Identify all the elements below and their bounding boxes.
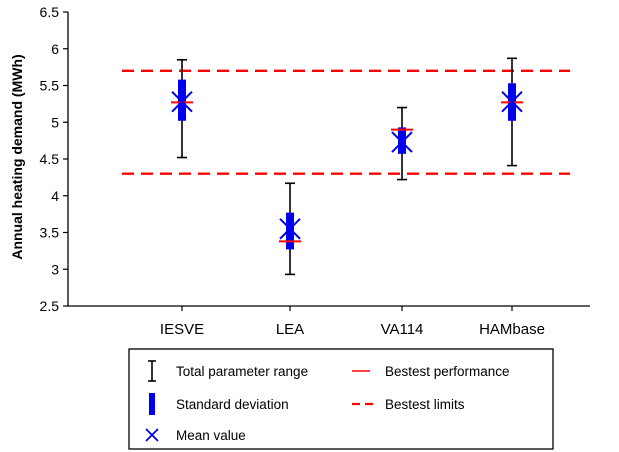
x-category-label: HAMbase bbox=[479, 321, 545, 338]
legend: Total parameter range Bestest performance… bbox=[128, 348, 554, 450]
legend-box bbox=[128, 348, 554, 450]
y-axis-title: Annual heating demand (MWh) bbox=[9, 54, 25, 259]
y-tick-label: 3 bbox=[51, 261, 59, 277]
y-tick-label: 6.5 bbox=[40, 4, 60, 20]
y-tick-label: 4 bbox=[51, 188, 59, 204]
mean-marker-stroke-2 bbox=[391, 131, 413, 153]
y-tick-label: 3.5 bbox=[40, 225, 60, 241]
legend-symbol-mean bbox=[145, 428, 159, 442]
legend-item-std: Standard deviation bbox=[149, 393, 289, 415]
std-deviation-bar bbox=[178, 79, 186, 121]
plot-area: 2.5 3 3.5 4 4.5 5 5.5 6 6.5 Annual heating demand… bbox=[9, 4, 590, 338]
legend-item-range: Total parameter range bbox=[148, 360, 308, 382]
category-marker-lea bbox=[279, 182, 301, 276]
legend-label-limits: Bestest limits bbox=[385, 397, 465, 412]
legend-label-std: Standard deviation bbox=[176, 397, 289, 412]
mean-marker-stroke-2 bbox=[171, 90, 193, 113]
legend-label-performance: Bestest performance bbox=[385, 364, 510, 379]
category-marker-iesve bbox=[171, 58, 193, 159]
mean-marker-stroke-2 bbox=[279, 218, 301, 240]
legend-symbol-std bbox=[149, 393, 155, 415]
std-deviation-bar bbox=[398, 127, 406, 154]
x-category-label: VA114 bbox=[381, 321, 424, 338]
legend-label-mean: Mean value bbox=[176, 428, 246, 443]
category-marker-hambase bbox=[501, 57, 523, 167]
mean-marker-stroke-2 bbox=[501, 90, 523, 113]
legend-item-limits: Bestest limits bbox=[352, 397, 465, 412]
legend-item-performance: Bestest performance bbox=[352, 364, 510, 379]
y-tick-label: 6 bbox=[51, 41, 59, 57]
y-tick-label: 2.5 bbox=[40, 298, 60, 314]
y-tick-label: 5 bbox=[51, 114, 59, 130]
x-category-label: LEA bbox=[276, 321, 304, 338]
legend-item-mean: Mean value bbox=[145, 428, 246, 443]
std-deviation-bar bbox=[286, 212, 294, 250]
legend-label-range: Total parameter range bbox=[176, 364, 308, 379]
x-category-label: IESVE bbox=[160, 321, 204, 338]
y-tick-label: 4.5 bbox=[40, 151, 60, 167]
y-tick-label: 5.5 bbox=[40, 78, 60, 94]
category-marker-va114 bbox=[391, 106, 413, 181]
